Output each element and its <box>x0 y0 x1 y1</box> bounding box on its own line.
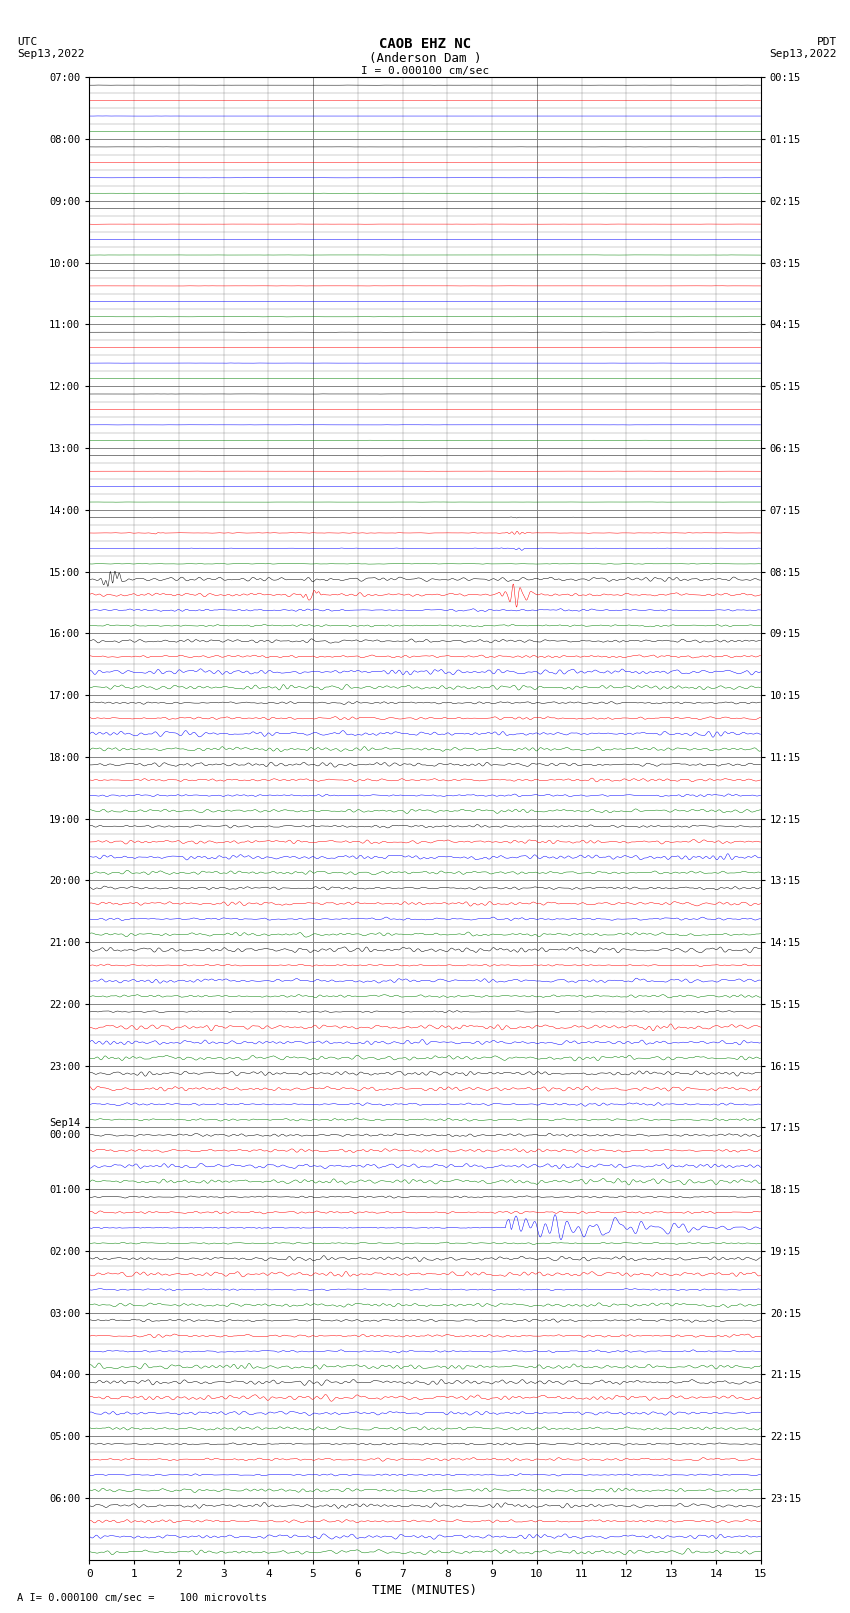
Text: A I= 0.000100 cm/sec =    100 microvolts: A I= 0.000100 cm/sec = 100 microvolts <box>17 1594 267 1603</box>
Text: CAOB EHZ NC: CAOB EHZ NC <box>379 37 471 52</box>
X-axis label: TIME (MINUTES): TIME (MINUTES) <box>372 1584 478 1597</box>
Text: (Anderson Dam ): (Anderson Dam ) <box>369 52 481 65</box>
Text: I = 0.000100 cm/sec: I = 0.000100 cm/sec <box>361 66 489 76</box>
Text: UTC
Sep13,2022: UTC Sep13,2022 <box>17 37 84 58</box>
Text: PDT
Sep13,2022: PDT Sep13,2022 <box>770 37 837 58</box>
